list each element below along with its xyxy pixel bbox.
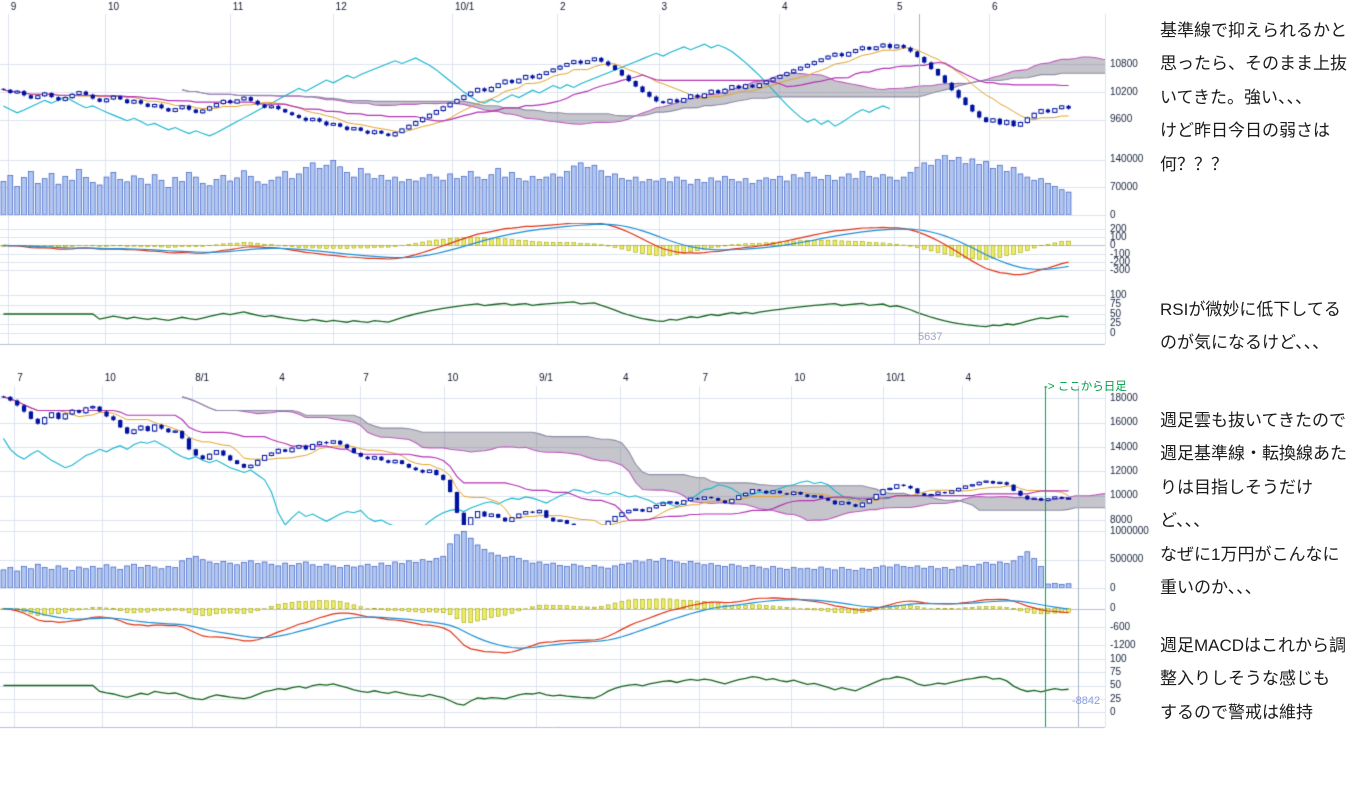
weekly-chart-canvas[interactable]: [0, 370, 1150, 738]
daily-start-marker-label: -> ここから日足: [1044, 381, 1127, 393]
comment-weekly-cloud: 週足雲も抜いてきたので 週足基準線・転換線あた りは目指しそうだけ ど、、、 な…: [1160, 411, 1347, 598]
comment-rsi: RSIが微妙に低下してる のが気になるけど、、、: [1160, 300, 1341, 353]
weekly-cursor-value: -8842: [1072, 695, 1101, 707]
daily-cursor-value: 5637: [918, 331, 943, 343]
comment-weekly-macd: 週足MACDはこれから調 整入りしそうな感じも するので警戒は維持: [1160, 636, 1347, 722]
daily-chart-canvas[interactable]: [0, 0, 1150, 350]
comment-daily-breakout: 基準線で抑えられるかと 思ったら、そのまま上抜 いてきた。強い、、、 けど昨日今…: [1160, 21, 1347, 174]
